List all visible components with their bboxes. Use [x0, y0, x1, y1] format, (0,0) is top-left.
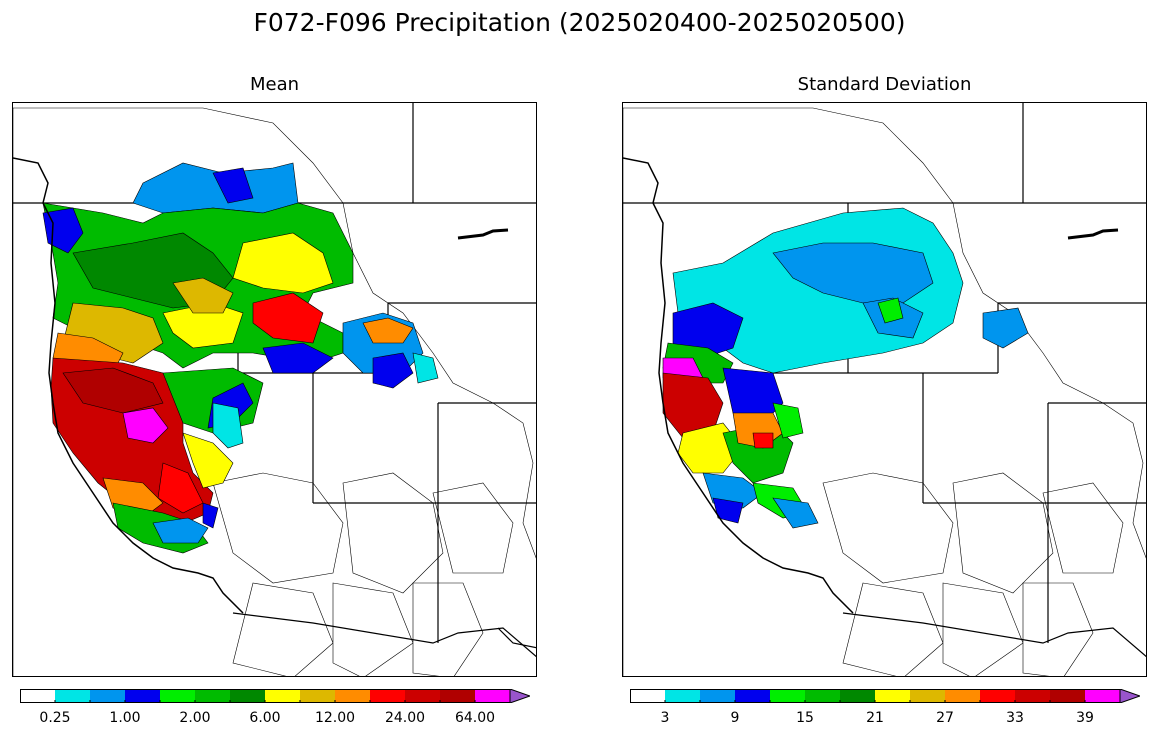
colorbar-segment: [55, 689, 90, 703]
colorbar-segment: [840, 689, 875, 703]
colorbar-segment: [910, 689, 945, 703]
figure-title: F072-F096 Precipitation (2025020400-2025…: [253, 8, 906, 37]
stddev-regions: [662, 207, 1029, 529]
colorbar-segment: [300, 689, 335, 703]
colorbar-segment: [195, 689, 230, 703]
colorbar-segment: [160, 689, 195, 703]
precip-regions: [42, 162, 439, 554]
colorbar-segment: [945, 689, 980, 703]
colorbar-segment: [265, 689, 300, 703]
colorbar-segment: [335, 689, 370, 703]
colorbar-segment: [20, 689, 55, 703]
colorbar-segment: [770, 689, 805, 703]
colorbar-tick-label: 1.00: [109, 710, 141, 726]
colorbar-segment: [370, 689, 405, 703]
colorbar-tick-label: 33: [1006, 710, 1024, 726]
coastline: [13, 157, 244, 614]
colorbar-segment: [125, 689, 160, 703]
colorbar-tick-label: 12.00: [314, 710, 356, 726]
colorbar-tick-label: 24.00: [384, 710, 426, 726]
colorbar-segment: [700, 689, 735, 703]
stddev-panel-title: Standard Deviation: [797, 74, 972, 95]
colorbar-segment: [665, 689, 700, 703]
colorbar-extend-arrow: [509, 689, 530, 703]
mean-colorbar: [20, 689, 530, 703]
colorbar-segment: [1085, 689, 1120, 703]
lake-shape-right: [1067, 228, 1119, 240]
mean-map-svg: [13, 103, 536, 676]
colorbar-tick-label: 64.00: [454, 710, 496, 726]
colorbar-segment: [980, 689, 1015, 703]
coastline-right: [623, 157, 854, 614]
colorbar-tick-label: 0.25: [39, 710, 71, 726]
stddev-map-svg: [623, 103, 1146, 676]
stddev-colorbar: [630, 689, 1140, 703]
colorbar-segment: [630, 689, 665, 703]
colorbar-segment: [230, 689, 265, 703]
colorbar-segment: [805, 689, 840, 703]
colorbar-tick-label: 21: [866, 710, 884, 726]
colorbar-segment: [405, 689, 440, 703]
mean-panel-title: Mean: [249, 74, 300, 95]
mean-map: [12, 102, 537, 677]
colorbar-tick-label: 9: [730, 710, 740, 726]
colorbar-tick-label: 15: [796, 710, 814, 726]
colorbar-segment: [1050, 689, 1085, 703]
colorbar-tick-label: 2.00: [179, 710, 211, 726]
colorbar-tick-label: 39: [1076, 710, 1094, 726]
colorbar-segment: [735, 689, 770, 703]
colorbar-extend-arrow: [1119, 689, 1140, 703]
lake-shape: [457, 228, 509, 240]
colorbar-segment: [475, 689, 510, 703]
colorbar-tick-label: 6.00: [249, 710, 281, 726]
stddev-map: [622, 102, 1147, 677]
colorbar-segment: [875, 689, 910, 703]
colorbar-segment: [90, 689, 125, 703]
colorbar-segment: [1015, 689, 1050, 703]
colorbar-tick-label: 27: [936, 710, 954, 726]
colorbar-tick-label: 3: [660, 710, 670, 726]
colorbar-segment: [440, 689, 475, 703]
